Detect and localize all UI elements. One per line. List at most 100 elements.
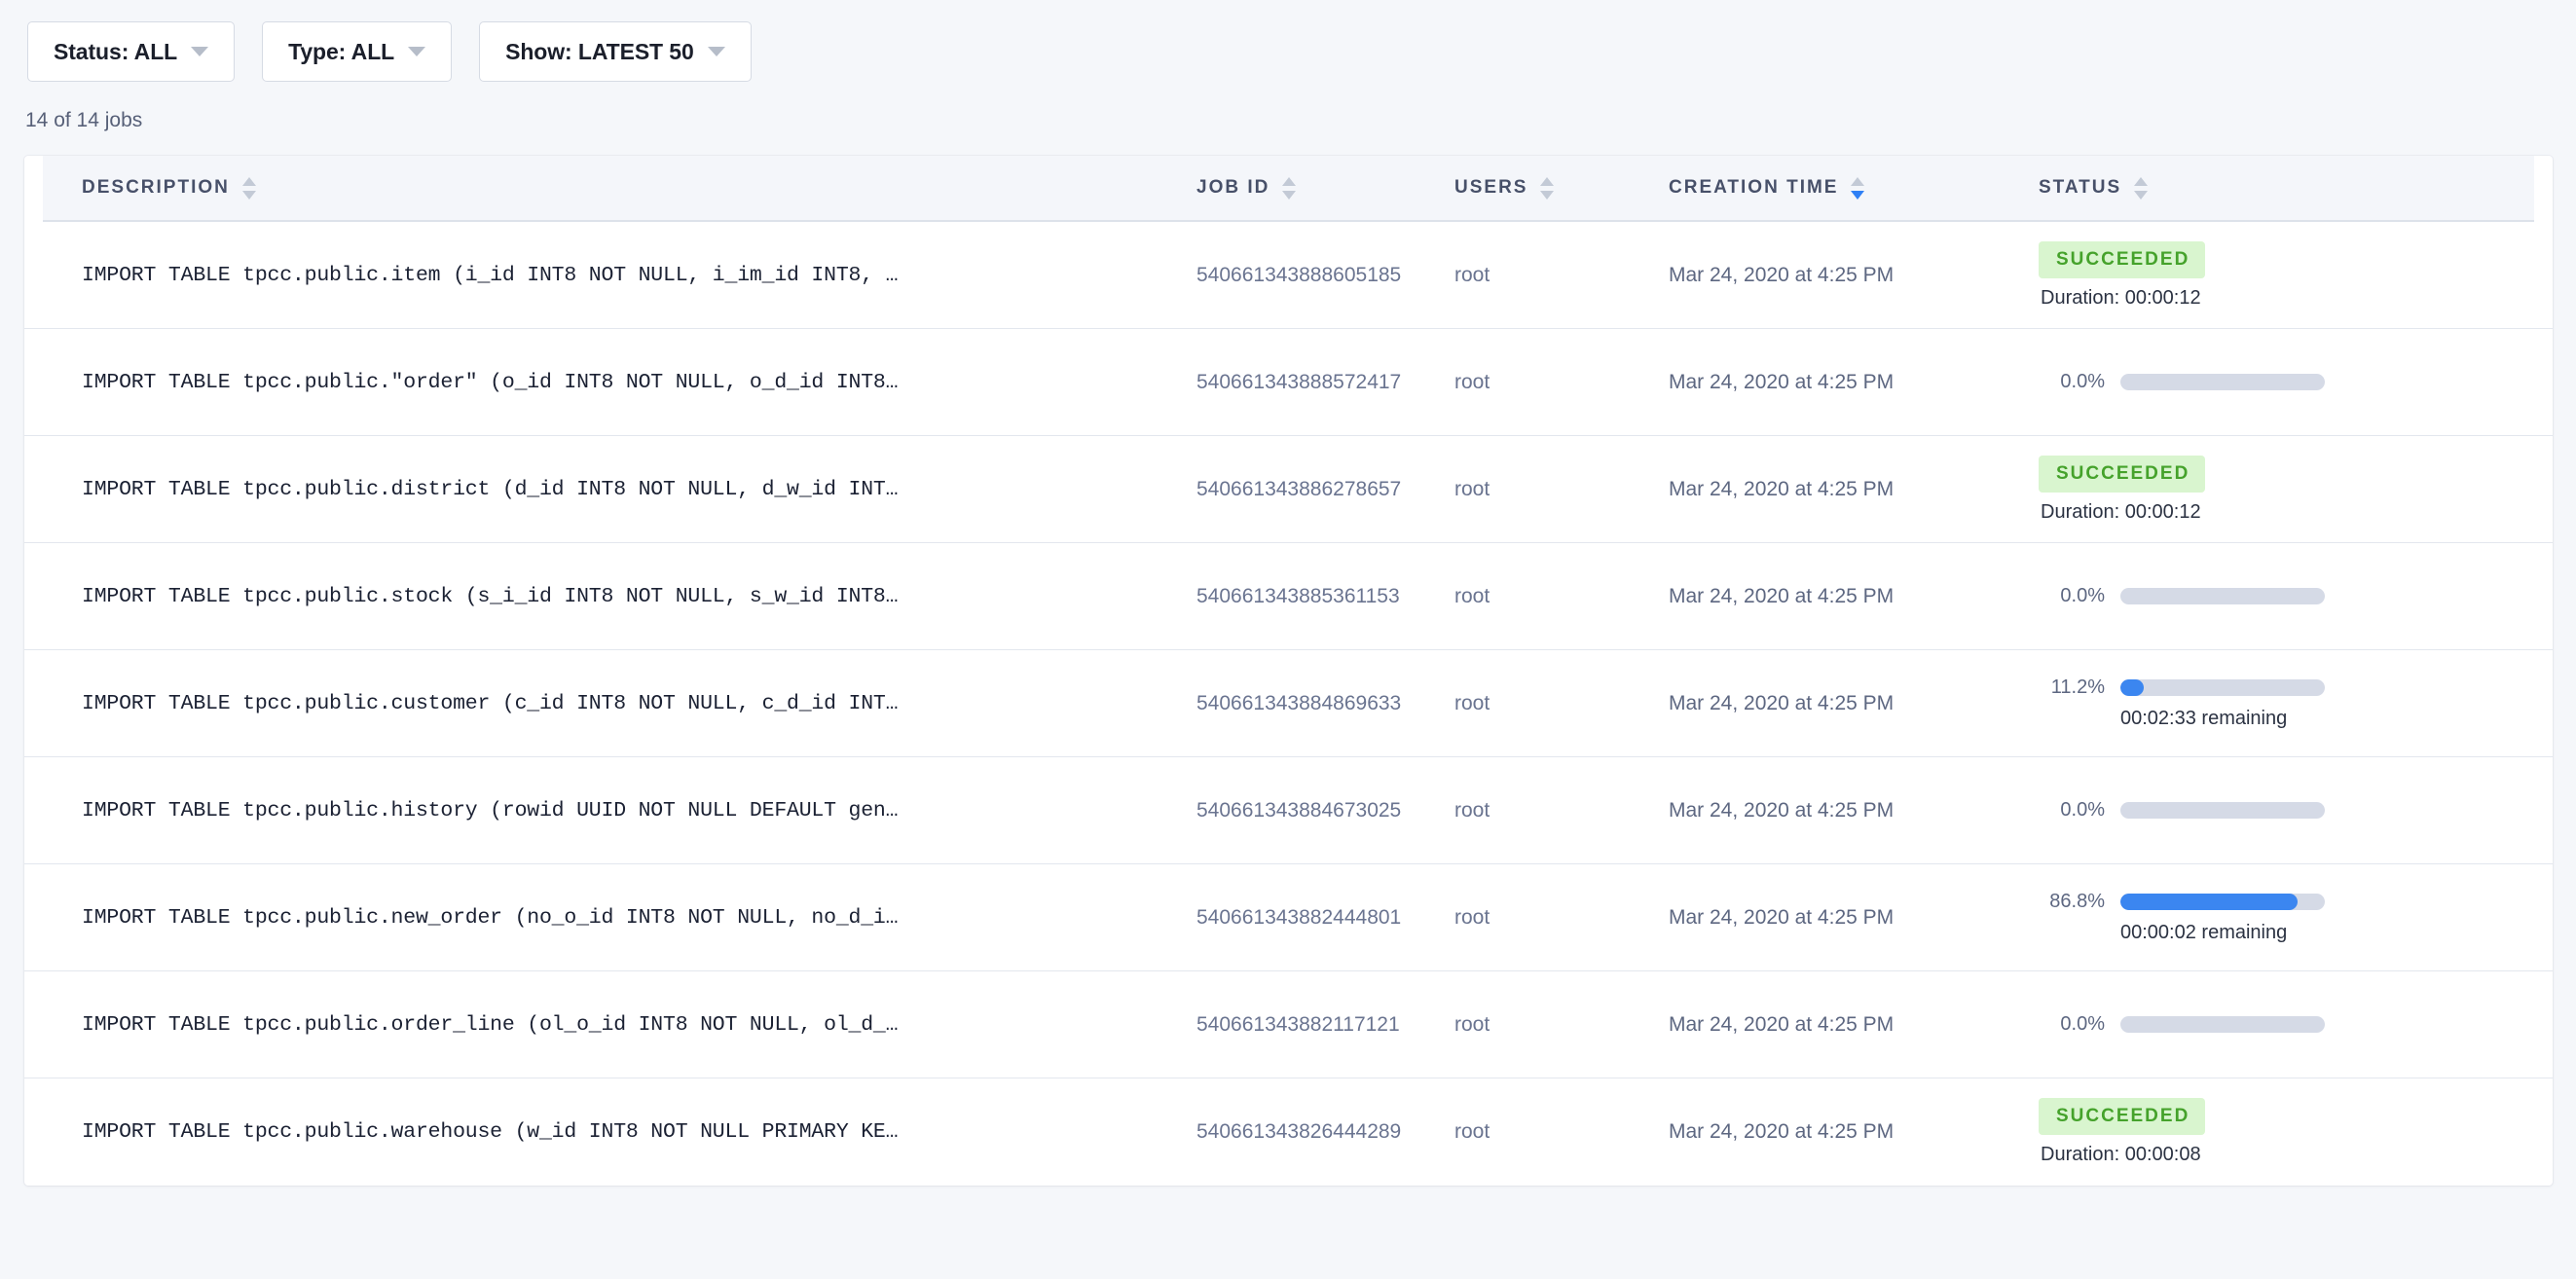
- status-cell: SUCCEEDED Duration: 00:00:08: [2039, 1098, 2486, 1166]
- table-row[interactable]: IMPORT TABLE tpcc.public.order_line (ol_…: [24, 971, 2553, 1078]
- column-header-label: STATUS: [2039, 177, 2122, 198]
- job-id-link[interactable]: 540661343888572417: [1196, 370, 1402, 393]
- sort-toggle-icon[interactable]: [2134, 176, 2149, 200]
- user-cell: root: [1454, 692, 1669, 715]
- user-link[interactable]: root: [1454, 1120, 1490, 1143]
- job-description-cell: IMPORT TABLE tpcc.public.order_line (ol_…: [43, 1013, 1196, 1037]
- creation-time-text: Mar 24, 2020 at 4:25 PM: [1669, 691, 1895, 714]
- user-link[interactable]: root: [1454, 370, 1490, 393]
- user-cell: root: [1454, 799, 1669, 822]
- user-link[interactable]: root: [1454, 691, 1490, 714]
- creation-time-cell: Mar 24, 2020 at 4:25 PM: [1669, 371, 2039, 394]
- table-row[interactable]: IMPORT TABLE tpcc.public."order" (o_id I…: [24, 329, 2553, 436]
- user-cell: root: [1454, 585, 1669, 608]
- user-link[interactable]: root: [1454, 584, 1490, 607]
- sort-asc-icon: [1282, 176, 1297, 186]
- time-remaining-text: 00:02:33 remaining: [2120, 708, 2288, 729]
- type-filter-button[interactable]: Type: ALL: [262, 21, 453, 82]
- status-badge: SUCCEEDED: [2039, 455, 2206, 493]
- progress-bar-track: [2120, 588, 2325, 604]
- sort-toggle-icon[interactable]: [1851, 176, 1865, 200]
- show-filter-button[interactable]: Show: LATEST 50: [479, 21, 752, 82]
- sort-asc-icon: [1540, 176, 1555, 186]
- job-description-text: IMPORT TABLE tpcc.public.warehouse (w_id…: [82, 1120, 899, 1144]
- creation-time-cell: Mar 24, 2020 at 4:25 PM: [1669, 692, 2039, 715]
- sort-toggle-icon[interactable]: [241, 176, 256, 200]
- creation-time-cell: Mar 24, 2020 at 4:25 PM: [1669, 264, 2039, 287]
- progress-row: 0.0%: [2039, 585, 2486, 607]
- job-id-link[interactable]: 540661343884673025: [1196, 798, 1402, 822]
- job-description-text: IMPORT TABLE tpcc.public.stock (s_i_id I…: [82, 584, 899, 608]
- creation-time-cell: Mar 24, 2020 at 4:25 PM: [1669, 585, 2039, 608]
- table-row[interactable]: IMPORT TABLE tpcc.public.stock (s_i_id I…: [24, 543, 2553, 650]
- progress-percent-label: 0.0%: [2060, 1013, 2105, 1035]
- column-header-users[interactable]: USERS: [1454, 176, 1669, 200]
- status-cell: SUCCEEDED Duration: 00:00:12: [2039, 240, 2486, 310]
- sort-desc-icon: [1540, 190, 1555, 200]
- status-cell: 11.2% 00:02:33 remaining: [2039, 676, 2486, 730]
- user-cell: root: [1454, 264, 1669, 287]
- sort-asc-icon: [2134, 176, 2149, 186]
- column-header-job-id[interactable]: JOB ID: [1196, 176, 1454, 200]
- creation-time-text: Mar 24, 2020 at 4:25 PM: [1669, 1120, 1895, 1143]
- creation-time-cell: Mar 24, 2020 at 4:25 PM: [1669, 906, 2039, 930]
- creation-time-cell: Mar 24, 2020 at 4:25 PM: [1669, 1013, 2039, 1037]
- job-description-cell: IMPORT TABLE tpcc.public.new_order (no_o…: [43, 906, 1196, 930]
- chevron-down-icon: [191, 47, 209, 56]
- user-link[interactable]: root: [1454, 905, 1490, 929]
- sort-toggle-icon[interactable]: [1540, 176, 1555, 200]
- progress-percent-label: 0.0%: [2060, 585, 2105, 606]
- job-id-cell: 540661343885361153: [1196, 585, 1454, 608]
- job-id-link[interactable]: 540661343886278657: [1196, 477, 1402, 500]
- user-cell: root: [1454, 1120, 1669, 1144]
- job-id-link[interactable]: 540661343888605185: [1196, 263, 1402, 286]
- table-row[interactable]: IMPORT TABLE tpcc.public.district (d_id …: [24, 436, 2553, 543]
- column-header-description[interactable]: DESCRIPTION: [43, 176, 1196, 200]
- job-id-link[interactable]: 540661343882444801: [1196, 905, 1402, 929]
- job-id-cell: 540661343886278657: [1196, 478, 1454, 501]
- job-duration-text: Duration: 00:00:12: [2041, 500, 2201, 523]
- user-link[interactable]: root: [1454, 477, 1490, 500]
- job-description-text: IMPORT TABLE tpcc.public.new_order (no_o…: [82, 905, 899, 930]
- sort-toggle-icon[interactable]: [1282, 176, 1297, 200]
- job-description-cell: IMPORT TABLE tpcc.public.history (rowid …: [43, 799, 1196, 822]
- job-description-text: IMPORT TABLE tpcc.public.order_line (ol_…: [82, 1012, 899, 1037]
- status-badge: SUCCEEDED: [2039, 240, 2206, 278]
- job-id-link[interactable]: 540661343884869633: [1196, 691, 1402, 714]
- column-header-creation-time[interactable]: CREATION TIME: [1669, 176, 2039, 200]
- job-id-link[interactable]: 540661343885361153: [1196, 584, 1400, 607]
- table-row[interactable]: IMPORT TABLE tpcc.public.item (i_id INT8…: [24, 222, 2553, 329]
- job-duration-text: Duration: 00:00:12: [2041, 286, 2201, 309]
- column-header-status[interactable]: STATUS: [2039, 176, 2486, 200]
- job-description-cell: IMPORT TABLE tpcc.public."order" (o_id I…: [43, 371, 1196, 394]
- chevron-down-icon: [707, 47, 725, 56]
- user-link[interactable]: root: [1454, 263, 1490, 286]
- table-row[interactable]: IMPORT TABLE tpcc.public.customer (c_id …: [24, 650, 2553, 757]
- status-cell: 86.8% 00:00:02 remaining: [2039, 891, 2486, 944]
- user-cell: root: [1454, 371, 1669, 394]
- table-row[interactable]: IMPORT TABLE tpcc.public.warehouse (w_id…: [24, 1078, 2553, 1186]
- table-row[interactable]: IMPORT TABLE tpcc.public.history (rowid …: [24, 757, 2553, 864]
- job-description-text: IMPORT TABLE tpcc.public.history (rowid …: [82, 798, 899, 822]
- status-filter-label: Status: ALL: [54, 38, 178, 64]
- job-id-cell: 540661343884673025: [1196, 799, 1454, 822]
- table-row[interactable]: IMPORT TABLE tpcc.public.new_order (no_o…: [24, 864, 2553, 971]
- sort-asc-icon: [241, 176, 256, 186]
- progress-bar-track: [2120, 374, 2325, 390]
- jobs-count-summary: 14 of 14 jobs: [25, 109, 143, 131]
- column-header-label: CREATION TIME: [1669, 177, 1839, 198]
- status-cell: SUCCEEDED Duration: 00:00:12: [2039, 455, 2486, 524]
- status-cell: 0.0%: [2039, 799, 2486, 822]
- job-id-link[interactable]: 540661343826444289: [1196, 1120, 1402, 1143]
- creation-time-text: Mar 24, 2020 at 4:25 PM: [1669, 370, 1895, 393]
- user-link[interactable]: root: [1454, 1012, 1490, 1036]
- progress-percent-label: 0.0%: [2060, 799, 2105, 821]
- creation-time-text: Mar 24, 2020 at 4:25 PM: [1669, 905, 1895, 929]
- job-id-link[interactable]: 540661343882117121: [1196, 1012, 1400, 1036]
- status-filter-button[interactable]: Status: ALL: [27, 21, 236, 82]
- job-description-cell: IMPORT TABLE tpcc.public.item (i_id INT8…: [43, 264, 1196, 287]
- table-header-row: DESCRIPTION JOB ID USERS: [43, 156, 2534, 222]
- user-link[interactable]: root: [1454, 798, 1490, 822]
- creation-time-text: Mar 24, 2020 at 4:25 PM: [1669, 477, 1895, 500]
- job-description-cell: IMPORT TABLE tpcc.public.customer (c_id …: [43, 692, 1196, 715]
